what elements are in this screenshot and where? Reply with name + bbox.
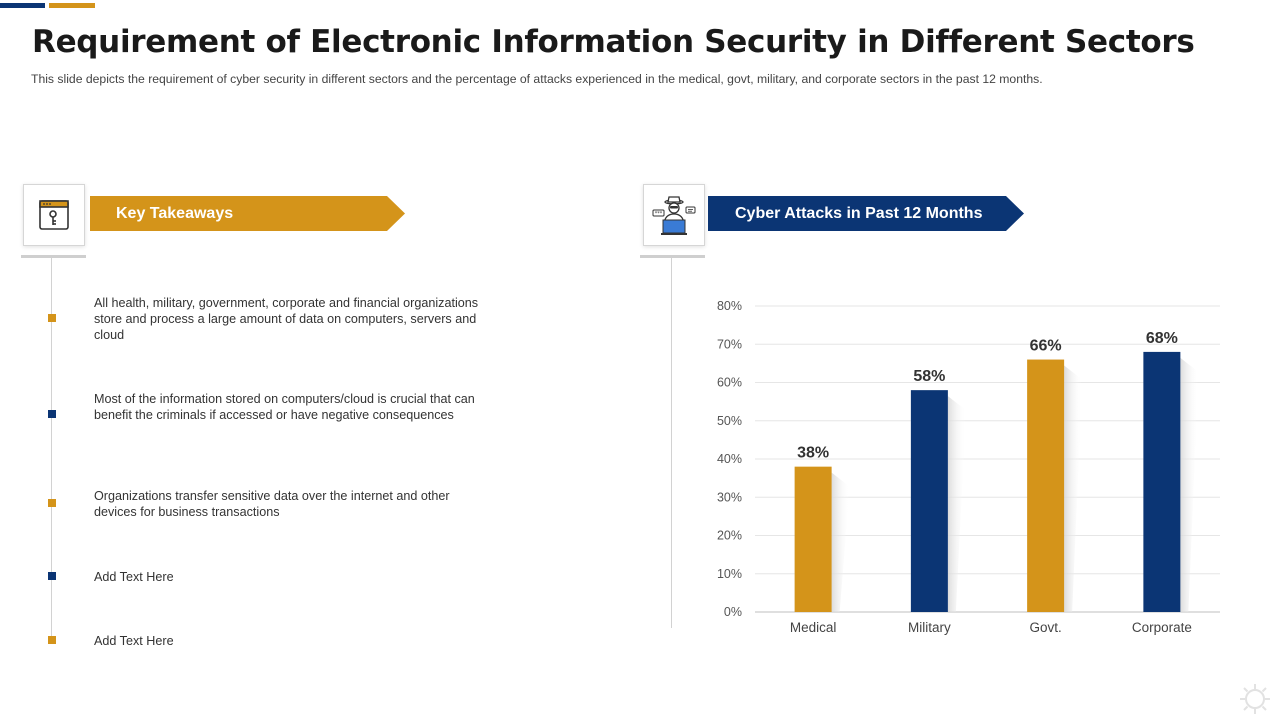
y-tick-label: 80% — [717, 299, 742, 313]
data-label: 58% — [913, 368, 945, 385]
right-timeline-line — [671, 258, 672, 628]
bullet-marker — [48, 572, 56, 580]
bar-shadow — [831, 472, 850, 612]
y-tick-label: 40% — [717, 452, 742, 466]
x-tick-label: Medical — [790, 620, 837, 635]
hacker-laptop-icon: *** — [652, 196, 696, 235]
key-takeaways-banner: Key Takeaways — [90, 196, 405, 231]
bar — [910, 390, 948, 612]
cyber-attacks-banner: Cyber Attacks in Past 12 Months — [708, 196, 1024, 231]
y-tick-label: 50% — [717, 414, 742, 428]
right-icon-underline — [640, 255, 705, 258]
top-accent-gold — [49, 3, 95, 8]
y-tick-label: 70% — [717, 337, 742, 351]
top-accent-navy — [0, 3, 45, 8]
left-icon-underline — [21, 255, 86, 258]
bullet-marker — [48, 314, 56, 322]
svg-text:***: *** — [655, 211, 663, 217]
page-subtitle: This slide depicts the requirement of cy… — [31, 72, 1043, 86]
data-label: 68% — [1146, 330, 1178, 347]
cyber-attacks-bar-chart: 0% 10% 20% 30% 40% 50% 60% 70% 80% 38% Medical 58% M… — [717, 299, 1220, 635]
bar — [1027, 359, 1065, 612]
bar-shadow — [947, 396, 966, 612]
list-item: Add Text Here — [94, 570, 174, 584]
y-tick-label: 60% — [717, 376, 742, 390]
x-tick-label: Military — [908, 620, 951, 635]
data-label: 38% — [797, 445, 829, 462]
key-takeaways-icon-box — [23, 184, 85, 246]
list-item: Add Text Here — [94, 634, 174, 648]
x-tick-label: Corporate — [1132, 620, 1192, 635]
bar-shadow — [1064, 365, 1083, 612]
list-item: Organizations transfer sensitive data ov… — [94, 489, 450, 519]
y-tick-label: 10% — [717, 567, 742, 581]
gear-watermark-icon — [1240, 684, 1270, 714]
data-label: 66% — [1030, 338, 1062, 355]
page-title: Requirement of Electronic Information Se… — [32, 24, 1195, 60]
cyber-attacks-icon-box: *** — [643, 184, 705, 246]
bullet-marker — [48, 410, 56, 418]
list-item: Most of the information stored on comput… — [94, 392, 475, 422]
web-window-key-icon — [39, 200, 69, 230]
y-tick-label: 20% — [717, 529, 742, 543]
y-tick-label: 30% — [717, 490, 742, 504]
bar — [794, 466, 832, 612]
bar — [1143, 351, 1181, 612]
x-tick-label: Govt. — [1029, 620, 1061, 635]
bullet-marker — [48, 499, 56, 507]
list-item: All health, military, government, corpor… — [94, 296, 479, 342]
bar-shadow — [1180, 357, 1199, 612]
left-timeline-line — [51, 258, 52, 640]
bullet-marker — [48, 636, 56, 644]
y-tick-label: 0% — [724, 605, 742, 619]
